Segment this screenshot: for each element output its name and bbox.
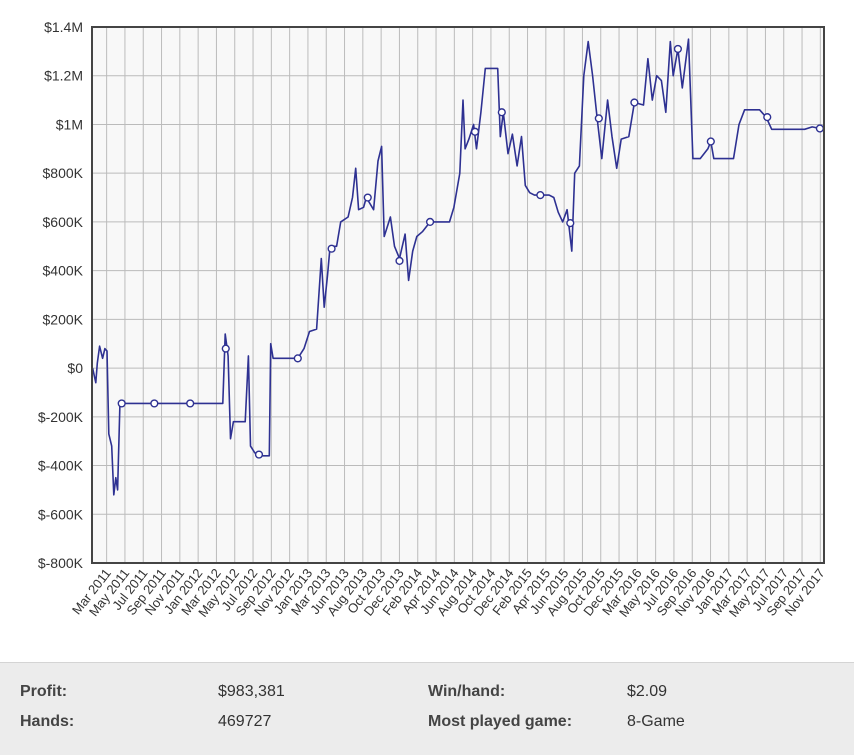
data-point-marker [395,256,404,265]
data-point-marker [566,219,575,228]
y-tick-label: $1.2M [44,68,83,84]
data-point-marker [536,191,545,200]
data-point-marker [706,137,715,146]
data-point-marker [673,44,682,54]
data-point-marker [470,127,480,136]
win-per-hand-label: Win/hand: [428,683,506,700]
data-point-marker [117,399,126,408]
data-point-marker [363,193,372,202]
y-tick-label: $800K [43,165,84,181]
profit-label: Profit: [20,683,68,700]
stats-panel: Profit: $983,381 Win/hand: $2.09 Hands: … [0,662,854,755]
data-point-marker [594,114,603,123]
data-point-marker [254,450,264,459]
y-tick-label: $400K [43,263,84,279]
data-point-marker [815,124,824,133]
y-tick-label: $-800K [38,555,84,571]
y-tick-label: $600K [43,214,84,230]
data-point-marker [293,354,302,363]
y-tick-label: $200K [43,311,84,327]
data-point-marker [327,244,336,253]
y-tick-label: $-200K [38,409,84,425]
profit-line [91,38,821,496]
y-tick-label: $1.4M [44,19,83,35]
most-played-game-value: 8-Game [627,713,685,730]
data-point-marker [150,399,159,408]
data-point-marker [186,399,195,408]
y-tick-label: $1M [56,116,83,132]
profit-chart: $1.4M $1.2M $1M $800K $600K $400K $200K $0 $-200… [38,19,828,620]
hands-label: Hands: [20,713,75,730]
win-per-hand-value: $2.09 [627,683,668,700]
hands-value: 469727 [218,713,272,730]
profit-value: $983,381 [218,683,285,700]
profit-series [91,38,824,496]
y-tick-label: $-400K [38,458,84,474]
plot-border [91,26,825,564]
data-point-marker [763,113,772,122]
profit-chart-svg: $1.4M $1.2M $1M $800K $600K $400K $200K $0 $-200… [38,19,828,620]
data-point-marker [630,98,639,107]
y-tick-label: $0 [67,360,83,376]
data-point-marker [221,344,230,353]
most-played-game-label: Most played game: [428,713,573,730]
plot-background [92,27,824,563]
data-point-marker [497,108,506,117]
data-point-marker [425,217,435,227]
y-tick-label: $-600K [38,506,84,522]
y-axis-ticks: $1.4M $1.2M $1M $800K $600K $400K $200K $0 $-200… [38,19,84,571]
